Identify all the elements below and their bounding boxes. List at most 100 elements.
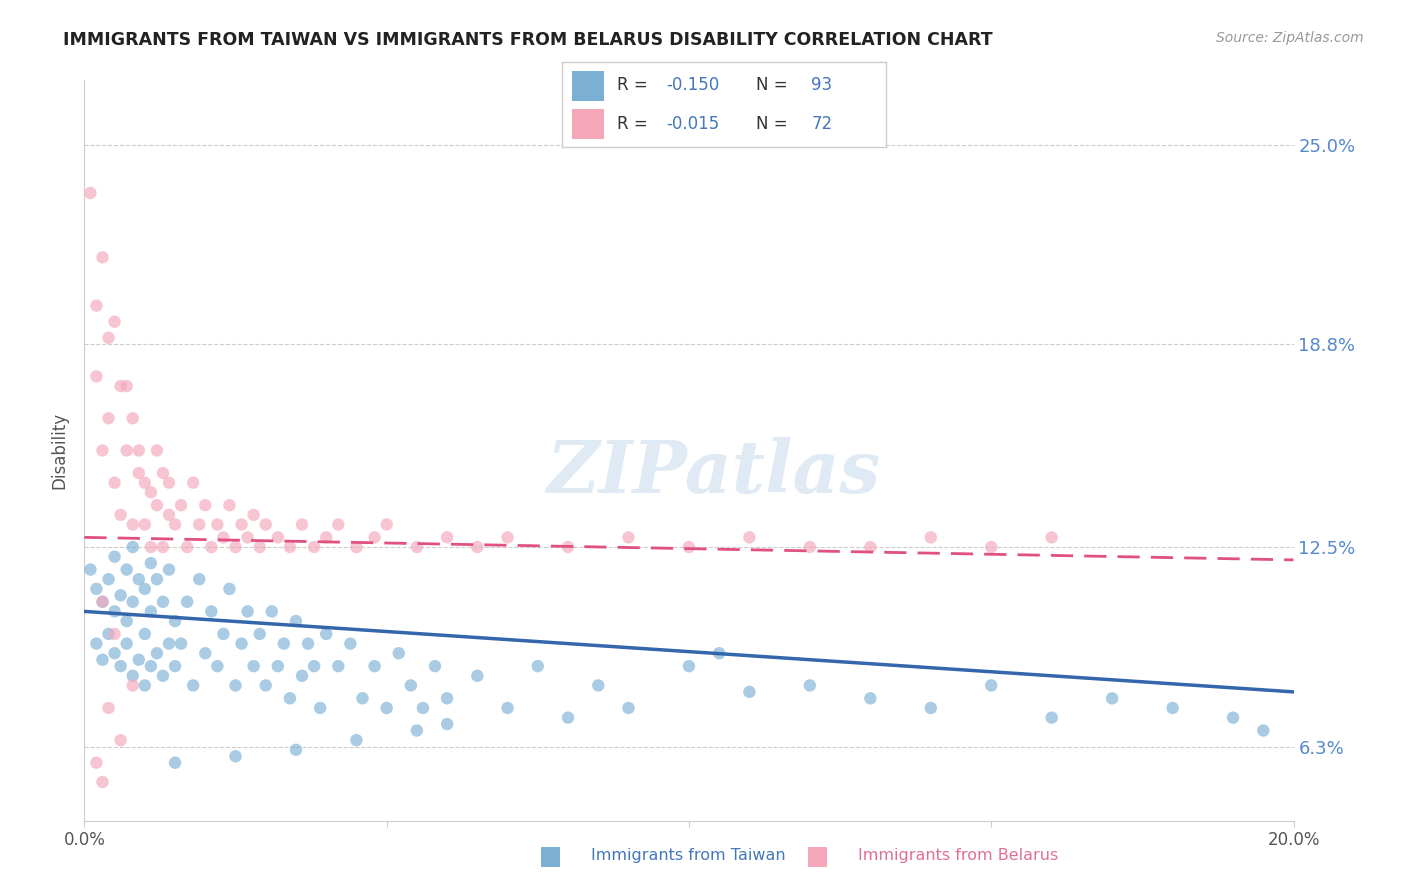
Point [218,582,240,596]
Point [104,549,127,564]
Point [225,749,247,764]
Point [152,466,174,480]
Point [363,659,385,673]
Point [225,678,247,692]
Point [97,411,120,425]
Point [339,637,361,651]
Point [436,530,458,544]
Point [302,540,325,554]
Point [527,659,550,673]
Point [134,678,156,692]
Point [97,627,120,641]
Point [285,614,308,628]
Point [249,540,271,554]
Point [86,299,108,313]
Text: R =: R = [617,77,654,95]
Point [236,604,259,618]
Point [278,691,301,706]
Point [799,678,821,692]
Text: Immigrants from Belarus: Immigrants from Belarus [858,848,1057,863]
Point [218,498,240,512]
Point [134,475,156,490]
Point [980,540,1002,554]
Text: Source: ZipAtlas.com: Source: ZipAtlas.com [1216,31,1364,45]
Point [859,540,882,554]
Text: 93: 93 [811,77,832,95]
Point [678,540,700,554]
Point [557,711,579,725]
Text: -0.015: -0.015 [666,115,718,133]
Point [1040,711,1063,725]
Point [328,659,350,673]
Point [152,540,174,554]
Point [588,678,610,692]
Point [128,466,150,480]
Point [291,517,314,532]
Point [249,627,271,641]
Point [91,250,114,264]
Point [181,678,204,692]
Point [128,572,150,586]
Point [165,756,187,770]
Point [121,517,143,532]
Point [121,595,143,609]
Point [110,659,132,673]
Bar [572,71,605,101]
Point [297,637,319,651]
Point [406,540,429,554]
Point [139,556,162,570]
Point [157,475,180,490]
Point [157,637,180,651]
Point [91,443,114,458]
Point [176,540,198,554]
Point [346,540,368,554]
Point [980,678,1002,692]
Point [134,517,156,532]
Point [79,186,101,200]
Point [1161,701,1184,715]
Point [328,517,350,532]
Y-axis label: Disability: Disability [51,412,69,489]
Point [315,627,337,641]
Point [104,315,127,329]
Point [399,678,422,692]
Point [1101,691,1123,706]
Point [920,701,942,715]
Text: 72: 72 [811,115,832,133]
Point [152,595,174,609]
Text: ZIPatlas: ZIPatlas [546,437,880,508]
Text: R =: R = [617,115,654,133]
Point [200,540,222,554]
Point [157,508,180,522]
Point [86,582,108,596]
Point [254,678,277,692]
Point [375,517,398,532]
Point [412,701,434,715]
Point [225,540,247,554]
Point [115,637,138,651]
Point [91,653,114,667]
Point [86,369,108,384]
Point [1222,711,1244,725]
Point [181,475,204,490]
Point [157,563,180,577]
Point [242,659,264,673]
Point [1040,530,1063,544]
Point [207,517,229,532]
Point [496,701,519,715]
Point [363,530,385,544]
Point [291,669,314,683]
Point [121,669,143,683]
Text: IMMIGRANTS FROM TAIWAN VS IMMIGRANTS FROM BELARUS DISABILITY CORRELATION CHART: IMMIGRANTS FROM TAIWAN VS IMMIGRANTS FRO… [63,31,993,49]
Point [134,582,156,596]
Point [194,498,217,512]
Point [242,508,264,522]
Point [152,669,174,683]
Point [128,653,150,667]
Point [176,595,198,609]
Point [104,475,127,490]
Point [170,637,193,651]
Point [146,443,169,458]
Point [139,604,162,618]
Point [194,646,217,660]
